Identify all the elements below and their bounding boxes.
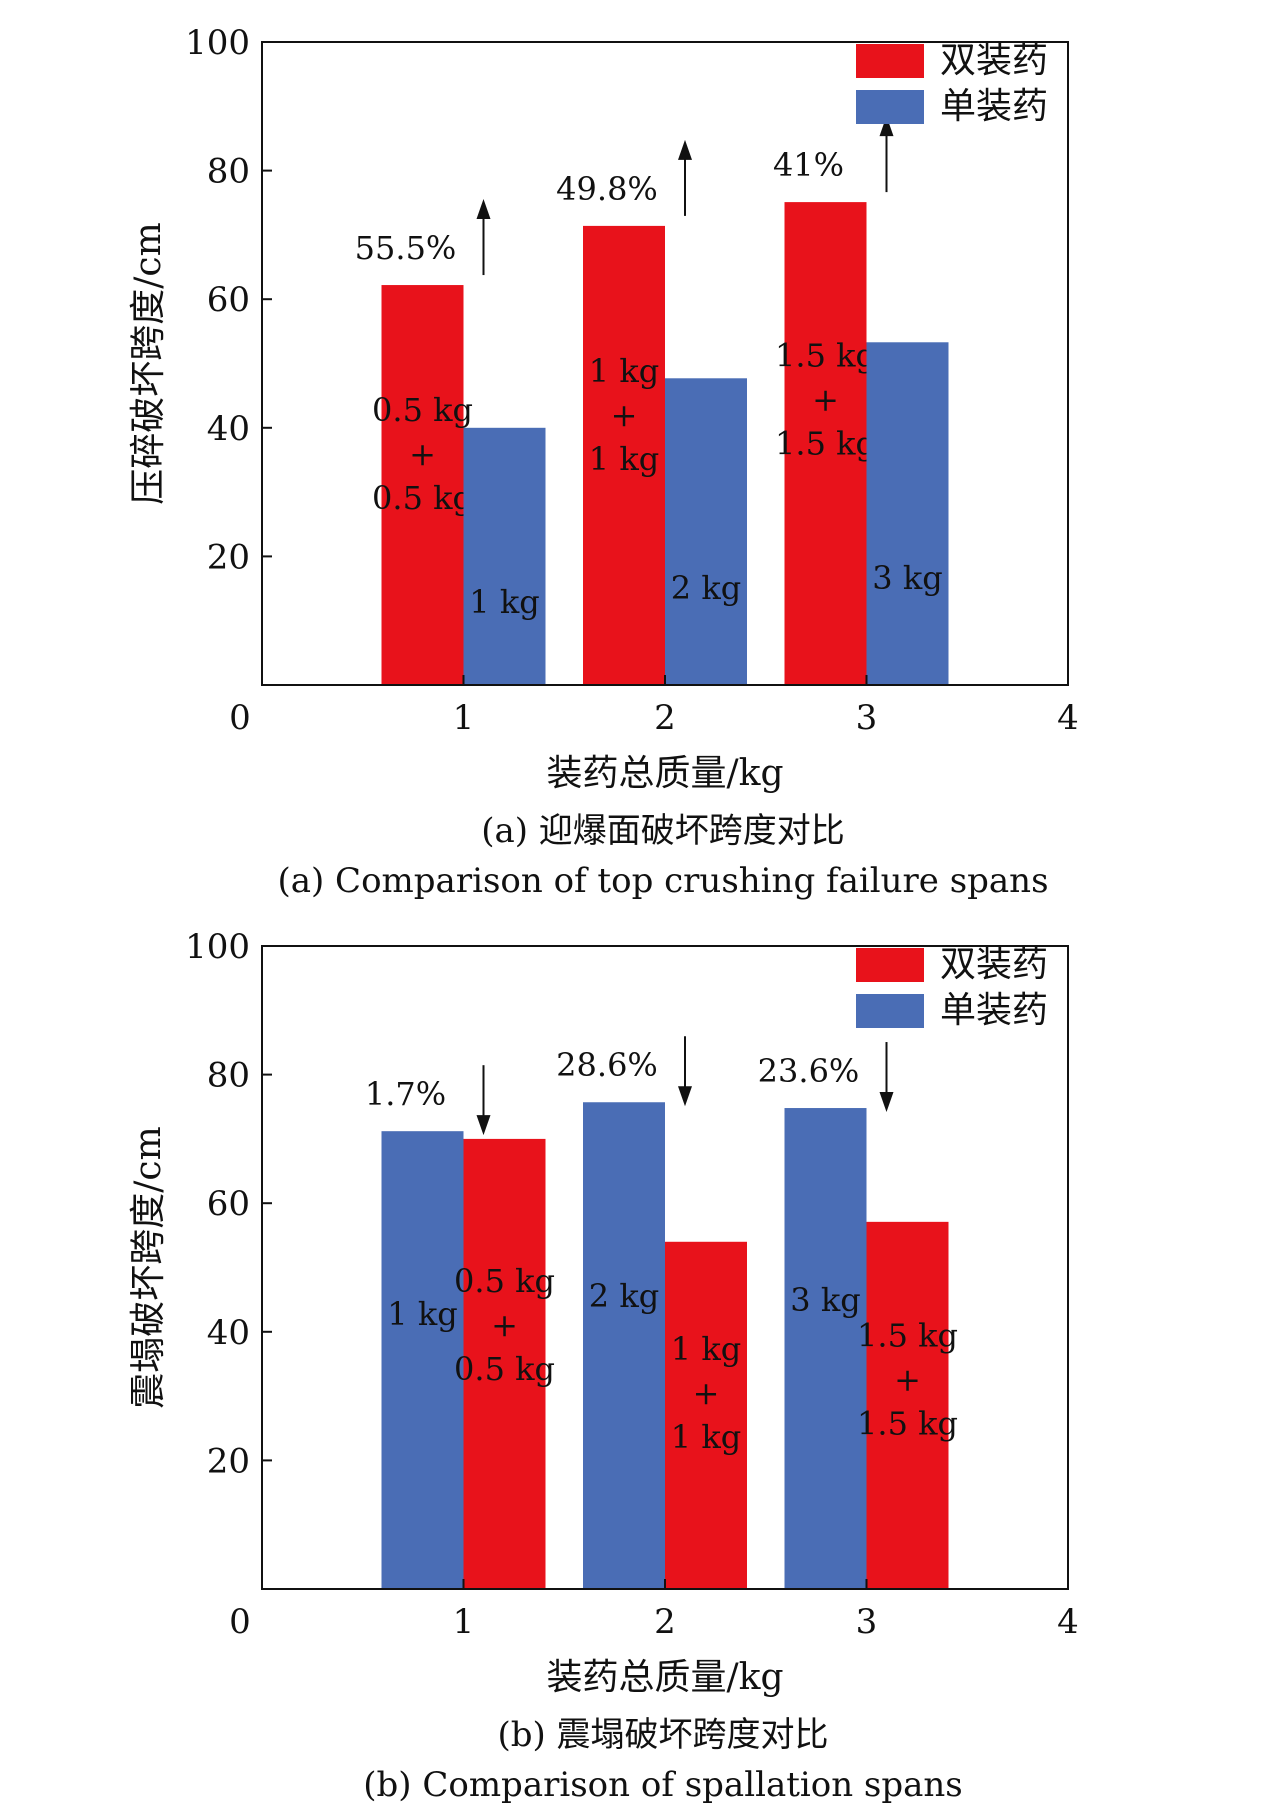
b-bar-label-2-1: 0.5 kg	[454, 1350, 555, 1388]
b-y-tick-label-2: 80	[207, 1056, 250, 1096]
b-y-axis-label: 震塌破坏跨度/cm	[128, 1126, 169, 1408]
b-bar-single-1	[381, 1131, 464, 1589]
a-bar-label-2-1: 1 kg	[469, 583, 539, 621]
a-x-axis-label: 装药总质量/kg	[547, 753, 784, 794]
a-bar-label-2-2: 2 kg	[671, 569, 741, 607]
a-bar-label-1-2: 1 kg	[589, 352, 659, 390]
a-caption-cn: (a) 迎爆面破坏跨度对比	[481, 811, 845, 851]
b-bar-label-2-3: 1.5 kg	[857, 1405, 958, 1443]
a-arrow-head-3	[879, 116, 894, 137]
a-bar-single-3	[866, 342, 949, 685]
b-bar-single-3	[784, 1108, 867, 1589]
b-legend-swatch-double	[856, 948, 924, 982]
a-bar-single-1	[463, 427, 546, 685]
b-bar-label-2-3: +	[894, 1361, 921, 1399]
chart-a: 0.5 kg +0.5 kg 1 kg 1 kg +1 kg 2 kg 1.5 kg +1.5…	[128, 23, 1079, 901]
a-percent-label-3: 41%	[773, 146, 844, 184]
b-bar-double-1	[463, 1138, 546, 1589]
a-bar-label-1-3: +	[812, 380, 839, 418]
b-bar-label-1-1: 1 kg	[387, 1295, 457, 1333]
a-bar-label-1-1: 0.5 kg	[372, 479, 473, 517]
b-arrow-head-1	[476, 1115, 491, 1136]
b-bar-double-3	[866, 1221, 949, 1589]
b-bar-label-1-3: 3 kg	[790, 1281, 860, 1319]
b-percent-label-2: 28.6%	[556, 1046, 658, 1084]
b-x-axis-label: 装药总质量/kg	[547, 1657, 784, 1698]
a-y-axis-label: 压碎破坏跨度/cm	[128, 222, 169, 504]
b-percent-label-1: 1.7%	[365, 1075, 446, 1113]
a-y-tick-label-4: 40	[207, 409, 250, 449]
a-percent-label-2: 49.8%	[556, 170, 658, 208]
b-bar-label-2-2: +	[693, 1374, 720, 1412]
a-bar-double-2	[583, 225, 665, 685]
b-x-tick-label-5: 4	[1057, 1602, 1079, 1642]
a-legend-swatch-double	[856, 44, 924, 78]
a-arrow-head-1	[476, 199, 491, 220]
a-x-tick-label-4: 3	[856, 698, 878, 738]
a-bar-label-2-3: 3 kg	[872, 559, 942, 597]
b-bar-label-1-2: 2 kg	[589, 1277, 659, 1315]
a-x-tick-label-1: 0	[229, 698, 251, 738]
b-bar-double-2	[665, 1241, 747, 1589]
b-y-tick-label-5: 20	[207, 1441, 250, 1481]
a-x-tick-label-3: 2	[654, 698, 676, 738]
a-y-tick-label-1: 100	[185, 23, 250, 63]
b-legend-swatch-single	[856, 994, 924, 1028]
b-bar-label-2-2: 1 kg	[671, 1418, 741, 1456]
a-y-tick-label-5: 20	[207, 537, 250, 577]
a-arrow-head-2	[678, 139, 692, 160]
a-bar-label-1-3: 1.5 kg	[775, 424, 876, 462]
chart-b: 1 kg0.5 kg+0.5 kg2 kg1 kg+1 kg3 kg1.5 kg…	[128, 927, 1079, 1805]
b-x-tick-label-3: 2	[654, 1602, 676, 1642]
a-bar-single-2	[665, 378, 747, 685]
a-y-tick-label-2: 80	[207, 152, 250, 192]
a-caption-en: (a) Comparison of top crushing failure s…	[277, 861, 1048, 901]
b-percent-label-3: 23.6%	[758, 1052, 860, 1090]
b-legend-label-double: 双装药	[940, 944, 1048, 985]
a-x-tick-label-2: 1	[453, 698, 475, 738]
b-y-tick-label-3: 60	[207, 1184, 250, 1224]
a-x-tick-label-5: 4	[1057, 698, 1079, 738]
b-y-tick-label-4: 40	[207, 1313, 250, 1353]
b-x-tick-label-4: 3	[856, 1602, 878, 1642]
b-bar-label-2-3: 1.5 kg	[857, 1317, 958, 1355]
b-x-tick-label-2: 1	[453, 1602, 475, 1642]
b-y-tick-label-1: 100	[185, 927, 250, 967]
b-arrow-head-3	[879, 1092, 894, 1113]
b-x-tick-label-1: 0	[229, 1602, 251, 1642]
a-bar-double-3	[784, 202, 867, 685]
a-bar-label-1-2: +	[611, 396, 638, 434]
b-caption-cn: (b) 震塌破坏跨度对比	[497, 1715, 828, 1755]
b-bar-label-2-1: +	[491, 1306, 518, 1344]
b-arrow-head-2	[678, 1086, 692, 1107]
b-caption-en: (b) Comparison of spallation spans	[363, 1765, 963, 1805]
a-legend-swatch-single	[856, 90, 924, 124]
a-bar-label-1-2: 1 kg	[589, 440, 659, 478]
b-bar-label-2-1: 0.5 kg	[454, 1262, 555, 1300]
a-bar-double-1	[381, 285, 464, 685]
a-bar-label-1-1: 0.5 kg	[372, 391, 473, 429]
a-bar-label-1-1: +	[409, 435, 436, 473]
a-legend-label-single: 单装药	[940, 86, 1048, 127]
a-bar-label-1-3: 1.5 kg	[775, 336, 876, 374]
a-percent-label-1: 55.5%	[355, 229, 457, 267]
b-bar-single-2	[583, 1102, 665, 1589]
a-legend-label-double: 双装药	[940, 40, 1048, 81]
b-bar-label-2-2: 1 kg	[671, 1330, 741, 1368]
b-legend-label-single: 单装药	[940, 990, 1048, 1031]
a-y-tick-label-3: 60	[207, 280, 250, 320]
